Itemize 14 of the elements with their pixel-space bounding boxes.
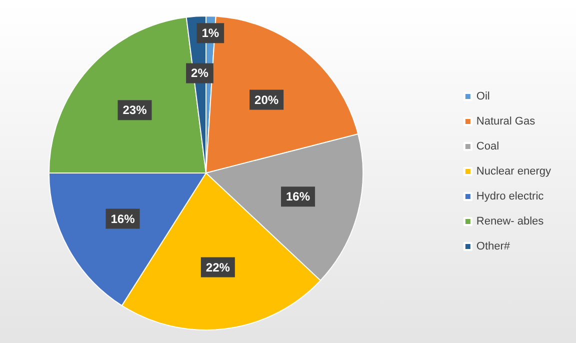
legend-label: Hydro electric <box>476 190 544 202</box>
legend-label: Natural Gas <box>476 116 536 128</box>
data-label: 1% <box>202 26 220 40</box>
legend-label: Other# <box>476 240 511 252</box>
data-label: 16% <box>286 190 310 204</box>
data-label: 22% <box>206 260 230 274</box>
data-label: 20% <box>254 92 279 107</box>
data-label: 16% <box>110 212 136 226</box>
data-label: 23% <box>122 103 148 118</box>
legend-label: Coal <box>476 140 500 152</box>
legend-label: Oil <box>476 90 490 102</box>
legend-label: Renew- ables <box>476 216 544 228</box>
legend-label: Nuclear energy <box>476 166 552 178</box>
data-label: 2% <box>191 66 209 80</box>
